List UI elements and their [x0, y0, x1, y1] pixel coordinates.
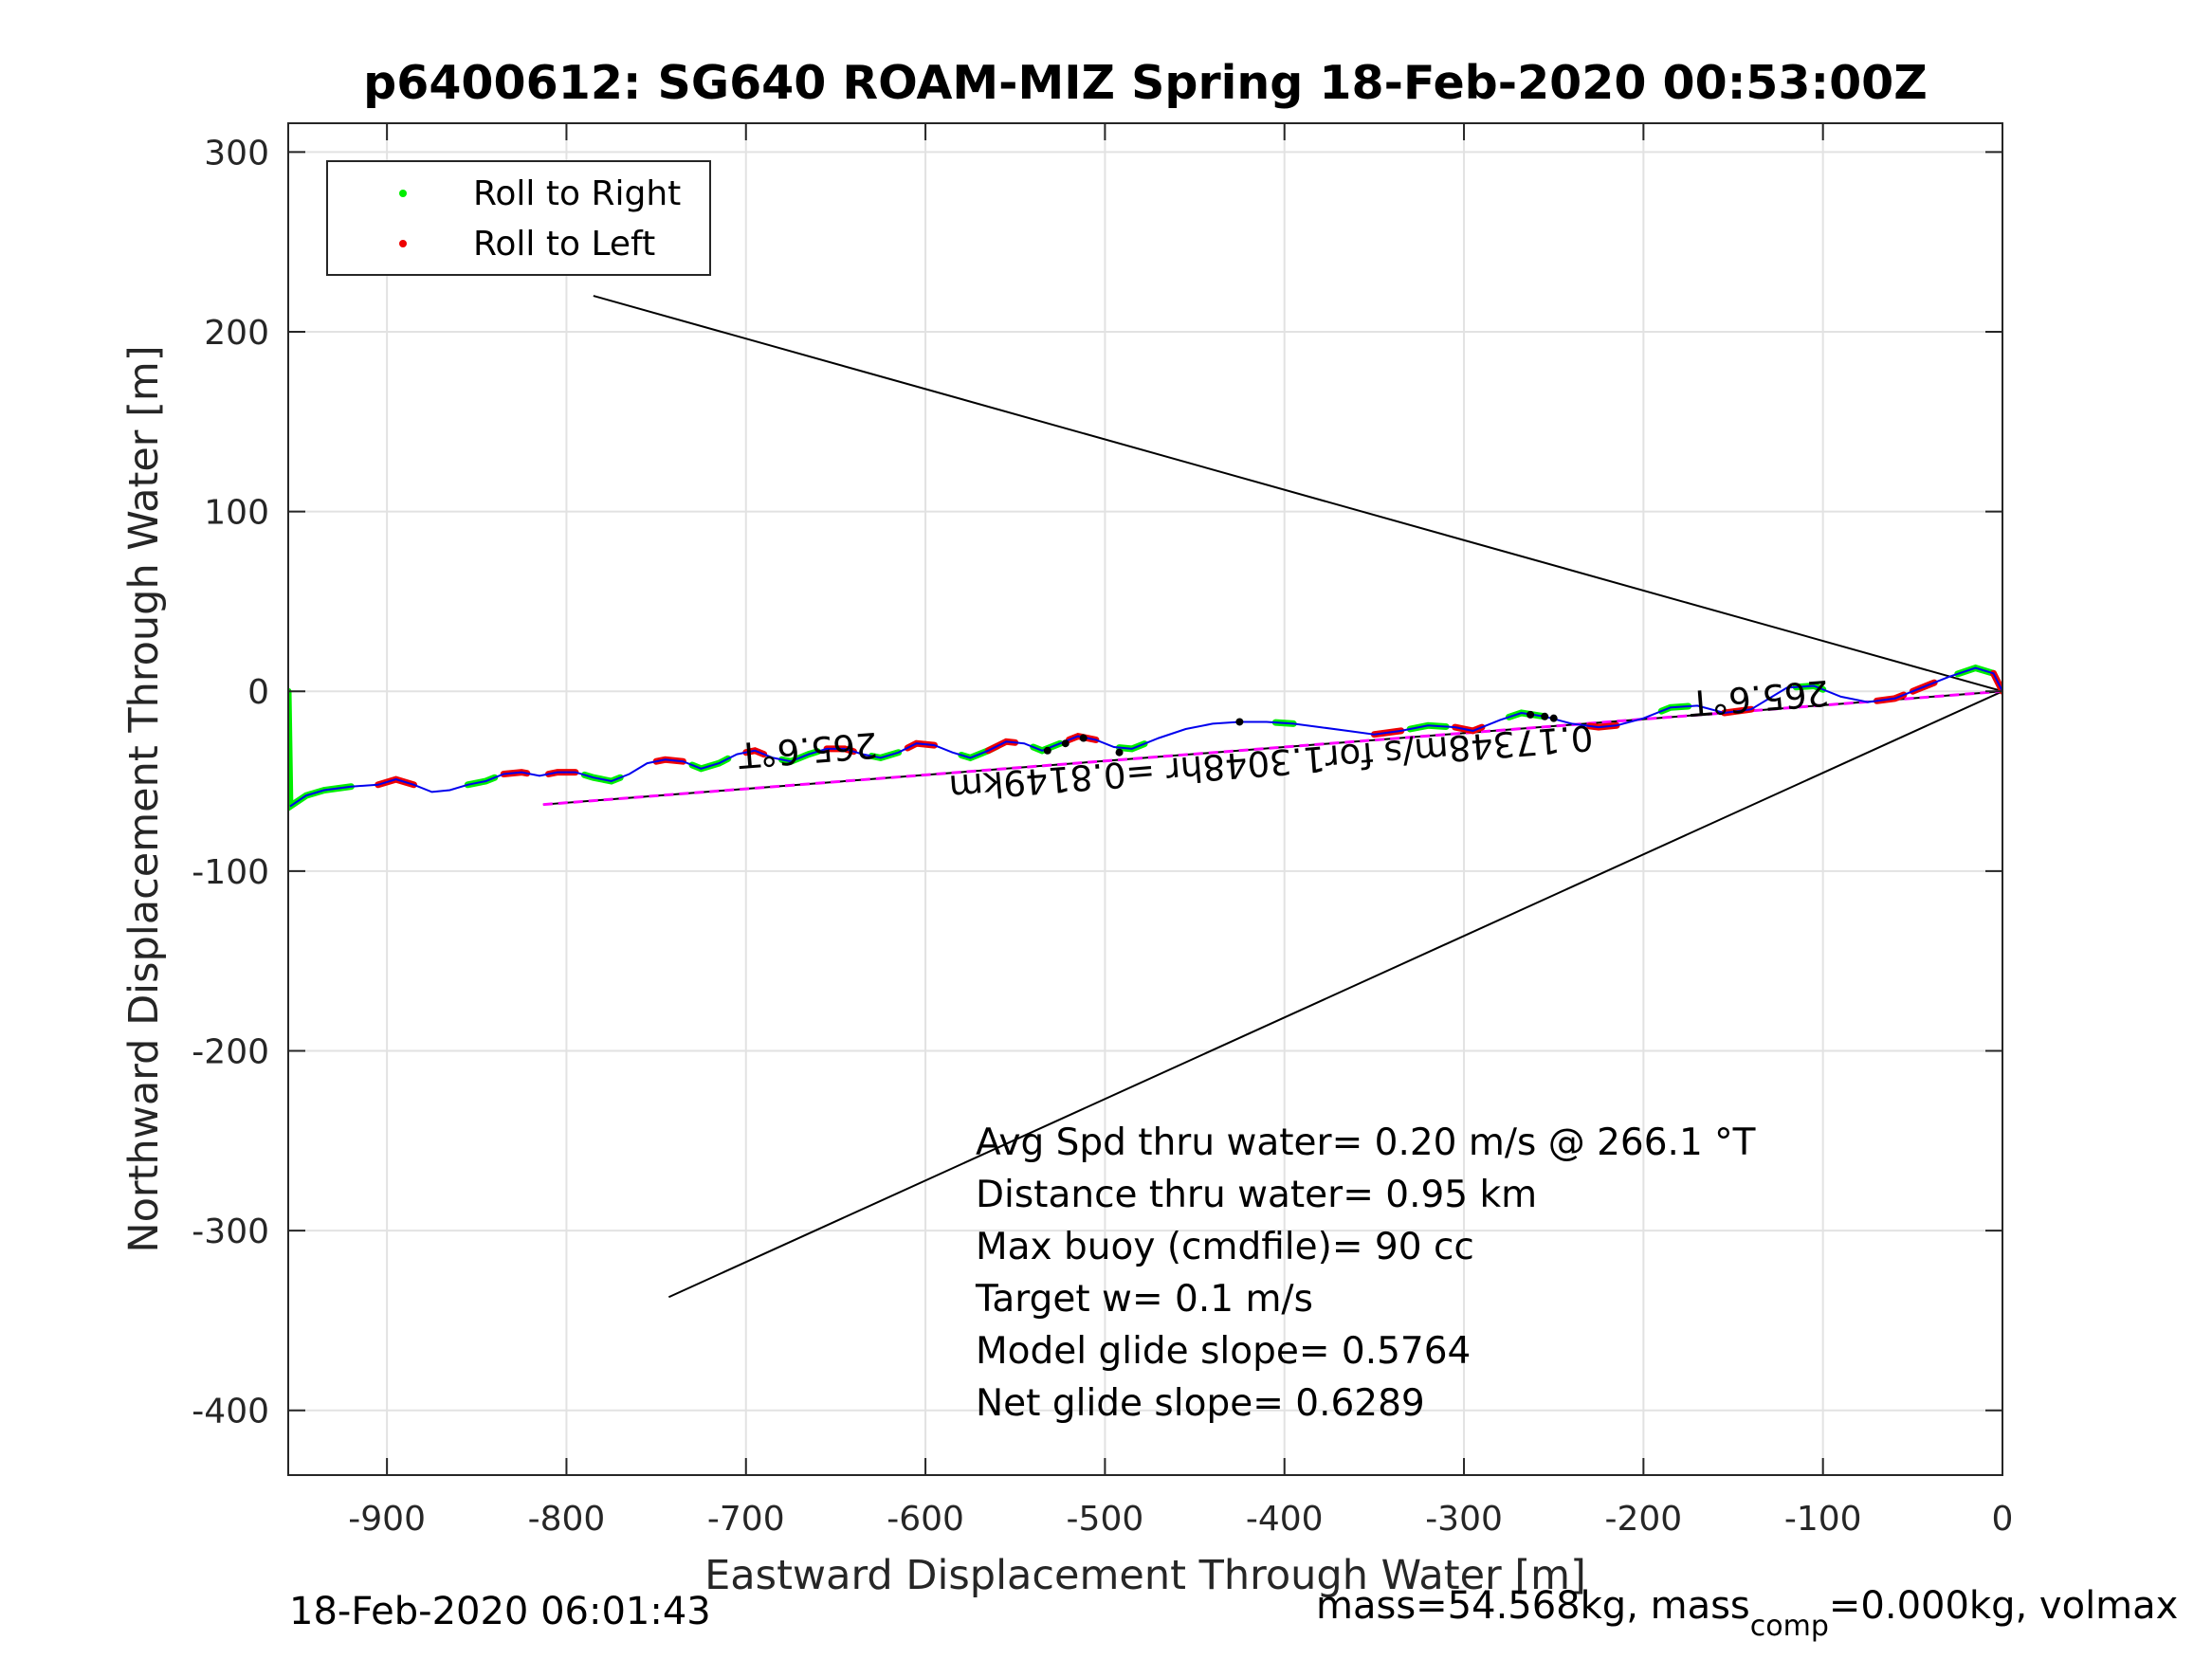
x-axis-label: Eastward Displacement Through Water [m] [704, 1552, 1586, 1599]
mass-subscript: comp [1749, 1610, 1829, 1643]
x-tick-label: -600 [887, 1500, 964, 1539]
y-tick-label: -100 [192, 853, 269, 892]
glider-track-line [289, 666, 2002, 808]
grid [288, 123, 2003, 1475]
y-tick-label: -300 [192, 1212, 269, 1251]
stats-line: Avg Spd thru water= 0.20 m/s @ 266.1 °T [976, 1121, 1756, 1164]
stats-line: Distance thru water= 0.95 km [976, 1174, 1537, 1216]
legend-box [326, 160, 711, 276]
y-tick-label: 0 [247, 673, 269, 712]
stats-line: Net glide slope= 0.6289 [976, 1382, 1425, 1425]
y-tick-label: 200 [204, 314, 269, 353]
y-tick-label: -400 [192, 1393, 269, 1431]
track-marker [1526, 710, 1535, 719]
timestamp-footer: 18-Feb-2020 06:01:43 [289, 1590, 711, 1633]
legend-marker-roll-left [399, 240, 407, 247]
mass-footer: mass=54.568kg, masscomp=0.000kg, volmax [1316, 1584, 2179, 1643]
net-displacement-dashed [542, 689, 2002, 807]
track-marker [1115, 748, 1124, 757]
x-tick-label: -300 [1425, 1500, 1503, 1539]
stats-annotations: Avg Spd thru water= 0.20 m/s @ 266.1 °T D… [975, 1121, 1756, 1425]
x-tick-label: -200 [1605, 1500, 1683, 1539]
track-marker [1541, 712, 1549, 720]
y-tick-label: -200 [192, 1032, 269, 1071]
x-tick-label: -900 [348, 1500, 426, 1539]
x-tick-label: -100 [1784, 1500, 1862, 1539]
x-tick-label: -800 [528, 1500, 606, 1539]
mass-suffix: =0.000kg, volmax [1828, 1584, 2179, 1628]
legend: Roll to Right Roll to Left [326, 160, 711, 276]
track-marker [1061, 739, 1069, 748]
heading-cone-line [667, 690, 2002, 1299]
mass-text: mass=54.568kg, mass [1316, 1584, 1750, 1628]
x-tick-label: -700 [707, 1500, 785, 1539]
legend-label-roll-right: Roll to Right [473, 174, 681, 213]
heading-cone-line [593, 295, 2002, 693]
axes-box [287, 122, 2003, 1476]
track-marker [1549, 714, 1558, 722]
track-marker [1235, 718, 1244, 726]
y-tick-label: 300 [204, 134, 269, 173]
y-tick-label: 100 [204, 494, 269, 533]
chart-title: p6400612: SG640 ROAM-MIZ Spring 18-Feb-2… [363, 56, 1928, 110]
legend-marker-roll-right [399, 190, 407, 197]
track-marker [1043, 746, 1051, 755]
track-marker [1079, 734, 1088, 742]
legend-label-roll-left: Roll to Left [473, 225, 655, 264]
x-tick-label: -400 [1246, 1500, 1324, 1539]
x-tick-label: 0 [1992, 1500, 2014, 1539]
ticks [288, 123, 2003, 1475]
x-tick-label: -500 [1067, 1500, 1144, 1539]
stats-line: Target w= 0.1 m/s [975, 1278, 1313, 1321]
stats-line: Max buoy (cmdfile)= 90 cc [976, 1226, 1474, 1268]
tick-labels: -900 -800 -700 -600 -500 -400 -300 -200 -100 0 300… [192, 134, 2013, 1539]
plot-area [288, 123, 2002, 1475]
stats-line: Model glide slope= 0.5764 [976, 1330, 1471, 1373]
y-axis-label: Northward Displacement Through Water [m] [120, 345, 168, 1252]
